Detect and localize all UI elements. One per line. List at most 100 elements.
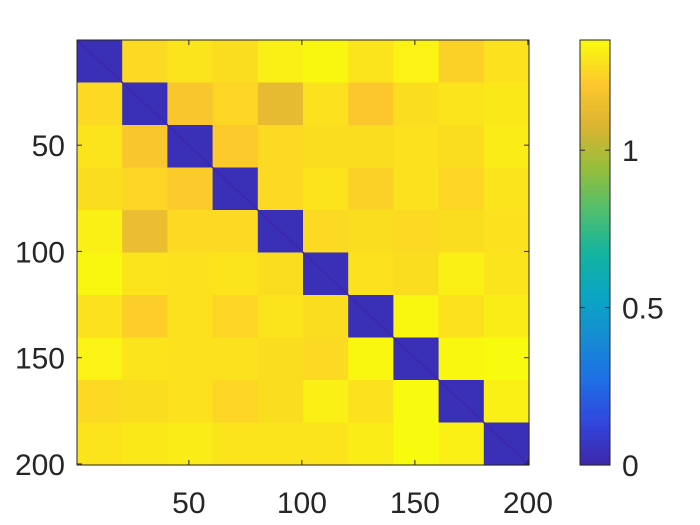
colorbar-swatch (580, 400, 610, 406)
heatmap-cell (483, 295, 530, 339)
heatmap-cell (483, 125, 530, 169)
heatmap-cell (257, 295, 304, 339)
colorbar-swatch (580, 275, 610, 281)
colorbar-swatch (580, 190, 610, 196)
colorbar-swatch (580, 125, 610, 131)
heatmap-cell (167, 210, 214, 254)
heatmap-cell (212, 295, 259, 339)
colorbar-swatch (580, 330, 610, 336)
colorbar-swatch (580, 250, 610, 256)
heatmap-cell (303, 82, 349, 126)
heatmap-cell (303, 422, 349, 466)
heatmap-cell (77, 295, 123, 339)
colorbar-swatch (580, 375, 610, 381)
heatmap-cell (257, 337, 304, 381)
colorbar-swatch (580, 245, 610, 251)
plot-area-frame (76, 39, 530, 466)
heatmap-cell (212, 210, 259, 254)
colorbar-swatch (580, 95, 610, 101)
heatmap-cell (257, 167, 304, 211)
y-tick-label: 50 (32, 130, 65, 163)
heatmap-cell (212, 380, 259, 424)
colorbar-swatch (580, 345, 610, 351)
colorbar-swatch (580, 140, 610, 146)
colorbar-swatch (580, 185, 610, 191)
heatmap-cell (348, 167, 394, 211)
heatmap-cell (393, 40, 440, 84)
heatmap-cell (438, 295, 485, 339)
heatmap-cell (77, 422, 123, 466)
heatmap-cell (393, 167, 440, 211)
colorbar-swatch (580, 305, 610, 311)
heatmap-cell (483, 40, 530, 84)
heatmap-cell (393, 82, 440, 126)
heatmap-cell (77, 380, 123, 424)
colorbar-swatch (580, 215, 610, 221)
colorbar-swatch (580, 455, 610, 461)
heatmap-cell (438, 337, 485, 381)
heatmap-cell (483, 337, 530, 381)
colorbar-swatch (580, 355, 610, 361)
heatmap-cell (348, 40, 394, 84)
heatmap-cell (303, 125, 349, 169)
x-tick-label: 50 (172, 487, 205, 520)
heatmap-cell (393, 252, 440, 296)
heatmap-cell (438, 82, 485, 126)
heatmap-cell (348, 380, 394, 424)
colorbar-swatch (580, 430, 610, 436)
colorbar-swatch (580, 165, 610, 171)
colorbar-swatch (580, 405, 610, 411)
colorbar-swatch (580, 200, 610, 206)
colorbar-swatch (580, 270, 610, 276)
heatmap-cell (393, 422, 440, 466)
colorbar-swatch (580, 295, 610, 301)
heatmap-cell (122, 210, 168, 254)
heatmap-cell (167, 167, 214, 211)
heatmap-cell (212, 337, 259, 381)
heatmap-cell (257, 125, 304, 169)
colorbar-swatch (580, 325, 610, 331)
colorbar-swatch (580, 410, 610, 416)
heatmap-cell (257, 422, 304, 466)
heatmap-cell (167, 252, 214, 296)
colorbar-swatch (580, 40, 610, 46)
colorbar-swatch (580, 195, 610, 201)
heatmap-cell (257, 252, 304, 296)
heatmap-cell (122, 167, 168, 211)
colorbar-swatch (580, 460, 610, 466)
colorbar-swatch (580, 115, 610, 121)
colorbar-swatch (580, 155, 610, 161)
colorbar-swatch (580, 85, 610, 91)
heatmap-cells (77, 40, 530, 466)
colorbar-swatch (580, 240, 610, 246)
heatmap-cell (303, 210, 349, 254)
colorbar-swatch (580, 390, 610, 396)
colorbar-swatch (580, 340, 610, 346)
colorbar-swatch (580, 135, 610, 141)
heatmap-cell (212, 40, 259, 84)
colorbar-swatch (580, 175, 610, 181)
colorbar-swatch (580, 220, 610, 226)
heatmap-cell (393, 210, 440, 254)
heatmap-cell (348, 337, 394, 381)
colorbar-swatch (580, 335, 610, 341)
heatmap-cell (212, 125, 259, 169)
x-tick-label: 200 (503, 487, 553, 520)
heatmap-cell (348, 422, 394, 466)
heatmap-cell (257, 40, 304, 84)
colorbar-swatch (580, 230, 610, 236)
x-tick-label: 150 (390, 487, 440, 520)
colorbar-swatch (580, 310, 610, 316)
heatmap-cell (257, 82, 304, 126)
heatmap-cell (167, 40, 214, 84)
heatmap-cell (212, 82, 259, 126)
heatmap-cell (122, 422, 168, 466)
heatmap-cell (348, 252, 394, 296)
colorbar-swatch (580, 180, 610, 186)
heatmap-cell (122, 40, 168, 84)
heatmap-cell (303, 167, 349, 211)
colorbar-swatch (580, 265, 610, 271)
colorbar-swatch (580, 105, 610, 111)
colorbar-swatch (580, 415, 610, 421)
colorbar-swatch (580, 50, 610, 56)
